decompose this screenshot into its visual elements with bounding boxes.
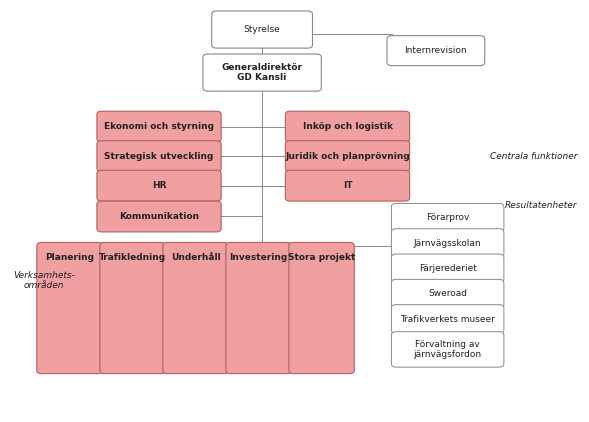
- FancyBboxPatch shape: [391, 279, 504, 308]
- FancyBboxPatch shape: [212, 11, 312, 48]
- Text: Inköp och logistik: Inköp och logistik: [303, 122, 392, 131]
- FancyBboxPatch shape: [97, 111, 221, 142]
- Text: Internrevision: Internrevision: [405, 46, 467, 55]
- FancyBboxPatch shape: [163, 242, 229, 374]
- Text: Trafikledning: Trafikledning: [99, 253, 166, 262]
- Text: Förvaltning av
järnvägsfordon: Förvaltning av järnvägsfordon: [413, 340, 482, 359]
- FancyBboxPatch shape: [391, 229, 504, 257]
- Text: Juridik och planprövning: Juridik och planprövning: [285, 151, 410, 161]
- FancyBboxPatch shape: [285, 111, 410, 142]
- Text: Järnvägsskolan: Järnvägsskolan: [414, 238, 481, 248]
- FancyBboxPatch shape: [226, 242, 291, 374]
- Text: HR: HR: [152, 181, 166, 190]
- FancyBboxPatch shape: [391, 332, 504, 367]
- Text: Kommunikation: Kommunikation: [119, 212, 199, 221]
- FancyBboxPatch shape: [37, 242, 102, 374]
- Text: Färjerederiet: Färjerederiet: [419, 264, 477, 273]
- Text: Investering: Investering: [230, 253, 287, 262]
- FancyBboxPatch shape: [285, 170, 410, 201]
- Text: Verksamhets-
områden: Verksamhets- områden: [13, 271, 75, 290]
- Text: Resultatenheter: Resultatenheter: [505, 201, 577, 210]
- Text: Ekonomi och styrning: Ekonomi och styrning: [104, 122, 214, 131]
- Text: Underhåll: Underhåll: [171, 253, 220, 262]
- Text: Förarprov: Förarprov: [426, 213, 469, 222]
- FancyBboxPatch shape: [391, 203, 504, 232]
- Text: Planering: Planering: [45, 253, 94, 262]
- FancyBboxPatch shape: [289, 242, 355, 374]
- FancyBboxPatch shape: [100, 242, 165, 374]
- FancyBboxPatch shape: [387, 35, 485, 65]
- Text: Centrala funktioner: Centrala funktioner: [489, 151, 577, 161]
- FancyBboxPatch shape: [391, 305, 504, 333]
- FancyBboxPatch shape: [391, 254, 504, 283]
- FancyBboxPatch shape: [285, 141, 410, 171]
- Text: Sweroad: Sweroad: [428, 289, 467, 298]
- Text: Generaldirektör
GD Kansli: Generaldirektör GD Kansli: [221, 63, 303, 82]
- Text: Trafikverkets museer: Trafikverkets museer: [400, 314, 495, 324]
- FancyBboxPatch shape: [97, 141, 221, 171]
- FancyBboxPatch shape: [203, 54, 322, 91]
- Text: Styrelse: Styrelse: [244, 25, 280, 34]
- FancyBboxPatch shape: [97, 201, 221, 232]
- Text: IT: IT: [343, 181, 352, 190]
- FancyBboxPatch shape: [97, 170, 221, 201]
- Text: Stora projekt: Stora projekt: [288, 253, 355, 262]
- Text: Strategisk utveckling: Strategisk utveckling: [104, 151, 214, 161]
